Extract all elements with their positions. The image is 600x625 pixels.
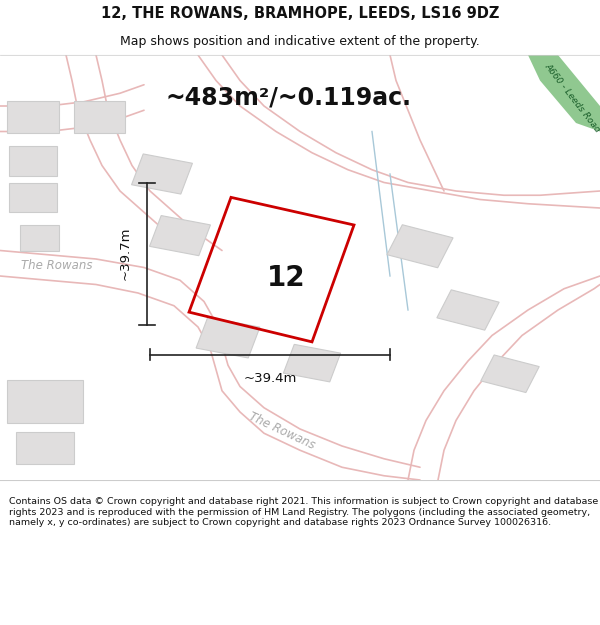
Polygon shape	[437, 290, 499, 330]
Polygon shape	[131, 154, 193, 194]
Polygon shape	[528, 55, 600, 131]
Polygon shape	[7, 380, 83, 423]
Polygon shape	[9, 146, 57, 176]
Text: Contains OS data © Crown copyright and database right 2021. This information is : Contains OS data © Crown copyright and d…	[9, 498, 598, 528]
Polygon shape	[196, 318, 260, 358]
Polygon shape	[16, 432, 74, 464]
Polygon shape	[7, 101, 59, 132]
Polygon shape	[19, 225, 59, 251]
Polygon shape	[283, 344, 341, 382]
Text: Map shows position and indicative extent of the property.: Map shows position and indicative extent…	[120, 35, 480, 48]
Polygon shape	[149, 216, 211, 256]
Polygon shape	[9, 182, 57, 213]
Text: A660 - Leeds Road: A660 - Leeds Road	[544, 61, 600, 134]
Text: ~39.4m: ~39.4m	[244, 372, 296, 384]
Polygon shape	[74, 101, 125, 132]
Text: The Rowans: The Rowans	[247, 410, 317, 452]
Text: 12, THE ROWANS, BRAMHOPE, LEEDS, LS16 9DZ: 12, THE ROWANS, BRAMHOPE, LEEDS, LS16 9D…	[101, 6, 499, 21]
Text: ~39.7m: ~39.7m	[119, 227, 132, 281]
Text: ~483m²/~0.119ac.: ~483m²/~0.119ac.	[165, 86, 411, 109]
Text: The Rowans: The Rowans	[21, 259, 93, 272]
Polygon shape	[481, 355, 539, 392]
Text: 12: 12	[267, 264, 306, 292]
Polygon shape	[387, 225, 453, 268]
